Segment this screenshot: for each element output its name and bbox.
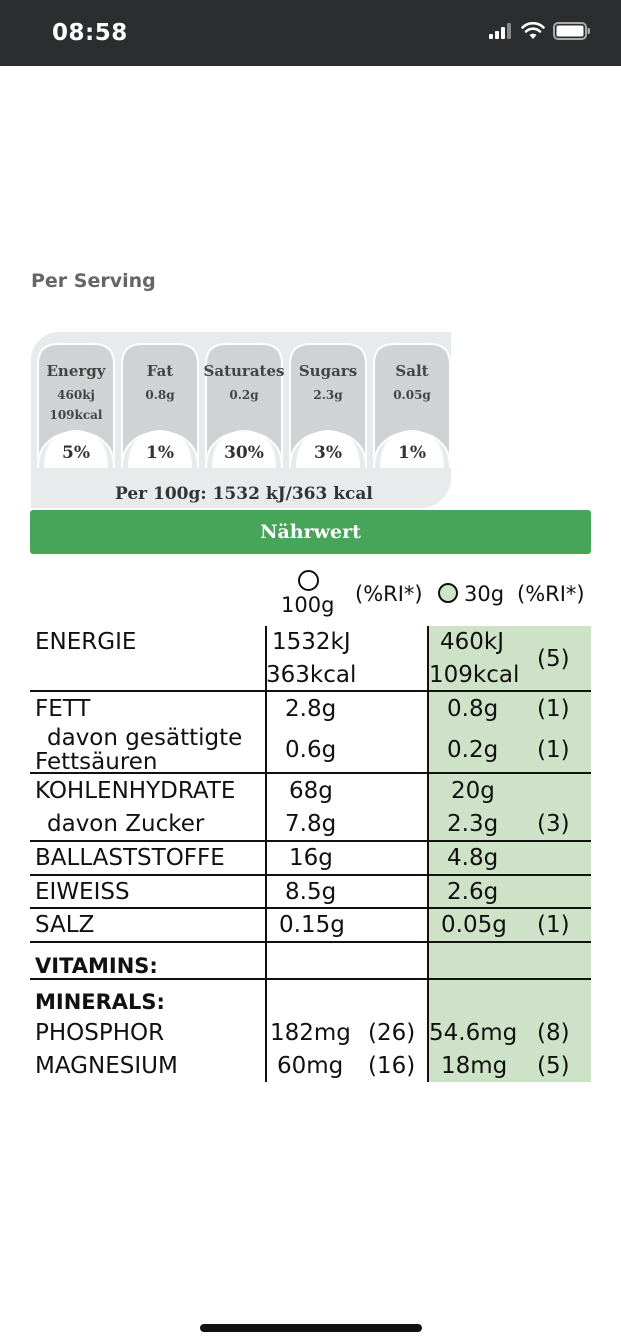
gesaettigte-30g: 0.2g <box>447 737 499 763</box>
magnesium-30g: 18mg <box>441 1053 508 1079</box>
gda-name: Fat <box>146 362 174 380</box>
gda-amount: 0.05g <box>393 388 431 402</box>
header-30g: 30g <box>464 582 505 606</box>
gda-percent: 1% <box>146 443 174 463</box>
magnesium-100g: 60mg <box>277 1053 344 1079</box>
table-hline <box>30 874 591 876</box>
table-hline <box>30 907 591 909</box>
header-ri-100g: (%RI*) <box>355 582 423 606</box>
zucker-30g: 2.3g <box>447 811 499 837</box>
row-label-eiweiss: EIWEISS <box>35 879 130 905</box>
battery-icon <box>553 22 590 40</box>
gda-cell: Energy 460kj 109kcal 5% <box>34 340 118 468</box>
row-label-gesaettigte-2: Fettsäuren <box>35 749 158 775</box>
gesaettigte-30g-ri: (1) <box>537 737 570 763</box>
green-column <box>428 626 591 1082</box>
gda-amount: 0.8g <box>145 388 175 402</box>
ballaststoffe-30g: 4.8g <box>447 845 499 871</box>
gda-cell: Sugars 2.3g 3% <box>286 340 370 468</box>
naehrwert-banner: Nährwert <box>30 510 591 554</box>
row-label-magnesium: MAGNESIUM <box>35 1053 178 1079</box>
gda-shape <box>373 343 451 468</box>
gda-amount-2: 109kcal <box>49 408 103 422</box>
header-ri-30g: (%RI*) <box>517 582 585 606</box>
gda-percent: 3% <box>314 443 342 463</box>
row-label-energie: ENERGIE <box>35 629 137 655</box>
table-hline <box>30 978 591 980</box>
gda-shape <box>205 343 283 468</box>
gda-cell: Salt 0.05g 1% <box>370 340 451 468</box>
gda-name: Salt <box>395 362 429 380</box>
eiweiss-30g: 2.6g <box>447 879 499 905</box>
gda-name: Saturates <box>203 362 285 380</box>
gda-percent: 1% <box>398 443 426 463</box>
row-label-fett: FETT <box>35 696 91 722</box>
wifi-icon <box>521 22 545 39</box>
fett-30g: 0.8g <box>447 696 499 722</box>
table-hline <box>30 941 591 943</box>
table-hline <box>30 840 591 842</box>
kohlenhydrate-100g: 68g <box>289 778 333 804</box>
table-hline <box>30 772 591 774</box>
fett-30g-ri: (1) <box>537 696 570 722</box>
status-time: 08:58 <box>52 20 128 46</box>
gda-percent: 5% <box>62 443 90 463</box>
fett-100g: 2.8g <box>285 696 337 722</box>
gda-amount: 2.3g <box>313 388 343 402</box>
gda-shape <box>37 343 115 468</box>
signal-icon <box>489 23 511 39</box>
gda-name: Energy <box>46 362 106 380</box>
row-label-minerals: MINERALS: <box>35 990 165 1014</box>
status-icons <box>489 22 591 40</box>
row-label-zucker: davon Zucker <box>47 811 205 837</box>
phosphor-30g-ri: (8) <box>537 1020 570 1046</box>
gesaettigte-100g: 0.6g <box>285 737 337 763</box>
gda-name: Sugars <box>298 362 358 380</box>
phosphor-100g: 182mg <box>270 1020 351 1046</box>
table-hline <box>30 690 591 692</box>
magnesium-100g-ri: (16) <box>368 1053 416 1079</box>
open-circle-icon <box>298 570 319 591</box>
row-label-kohlenhydrate: KOHLENHYDRATE <box>35 778 236 804</box>
gda-amount: 0.2g <box>229 388 259 402</box>
gda-shape <box>121 343 199 468</box>
zucker-100g: 7.8g <box>285 811 337 837</box>
row-label-gesaettigte-1: davon gesättigte <box>47 725 243 751</box>
gda-cell: Fat 0.8g 1% <box>118 340 202 468</box>
green-circle-icon <box>438 583 458 603</box>
eiweiss-100g: 8.5g <box>285 879 337 905</box>
energie-30g-kj: 460kJ <box>440 629 505 655</box>
energie-30g-kcal: 109kcal <box>429 662 520 688</box>
phosphor-100g-ri: (26) <box>368 1020 416 1046</box>
phosphor-30g: 54.6mg <box>429 1020 518 1046</box>
kohlenhydrate-30g: 20g <box>451 778 495 804</box>
row-label-salz: SALZ <box>35 912 95 938</box>
table-vline-1 <box>265 626 267 1082</box>
gda-per100: Per 100g: 1532 kJ/363 kcal <box>115 484 373 504</box>
row-label-phosphor: PHOSPHOR <box>35 1020 165 1046</box>
salz-100g: 0.15g <box>279 912 345 938</box>
row-label-vitamins: VITAMINS: <box>35 954 158 978</box>
gda-row: Energy 460kj 109kcal 5% Fat 0.8g 1% Saturates 0.… <box>34 340 451 468</box>
home-indicator[interactable] <box>200 1324 422 1332</box>
table-vline-2 <box>427 626 429 1082</box>
energie-30g-ri: (5) <box>537 646 570 672</box>
energie-100g-kcal: 363kcal <box>266 662 357 688</box>
gda-amount: 460kj <box>57 388 95 402</box>
salz-30g: 0.05g <box>441 912 507 938</box>
status-bar: 08:58 <box>0 0 621 66</box>
gda-cell: Saturates 0.2g 30% <box>202 340 286 468</box>
magnesium-30g-ri: (5) <box>537 1053 570 1079</box>
gda-panel: Energy 460kj 109kcal 5% Fat 0.8g 1% Saturates 0.… <box>31 332 451 508</box>
gda-shape <box>289 343 367 468</box>
energie-100g-kj: 1532kJ <box>272 629 351 655</box>
salz-30g-ri: (1) <box>537 912 570 938</box>
ballaststoffe-100g: 16g <box>289 845 333 871</box>
row-label-ballaststoffe: BALLASTSTOFFE <box>35 845 225 871</box>
zucker-30g-ri: (3) <box>537 811 570 837</box>
gda-percent: 30% <box>224 443 264 463</box>
per-serving-label: Per Serving <box>31 270 156 292</box>
header-100g: 100g <box>281 593 335 617</box>
